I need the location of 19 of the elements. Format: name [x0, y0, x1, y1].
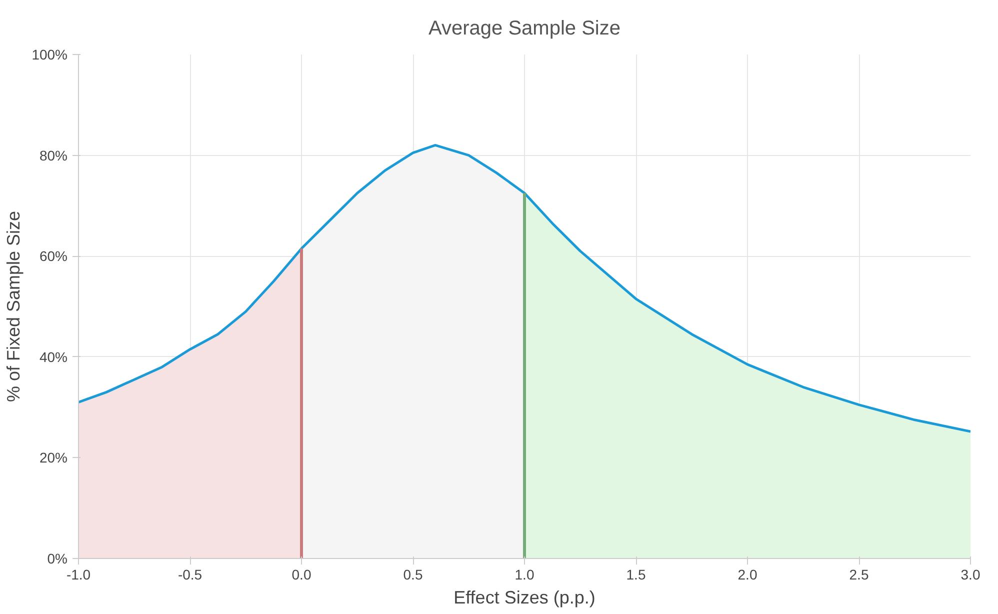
x-tick-label: -0.5 [178, 566, 202, 582]
y-tick-label: 60% [39, 248, 68, 264]
x-tick-label: 2.5 [849, 566, 869, 582]
y-tick-label: 80% [39, 147, 68, 164]
x-axis-title: Effect Sizes (p.p.) [454, 588, 596, 608]
y-tick-label: 0% [47, 550, 68, 566]
x-tick-label: -1.0 [66, 566, 91, 582]
chart-title: Average Sample Size [428, 18, 620, 40]
y-tick-label: 100% [32, 46, 68, 62]
y-axis-title: % of Fixed Sample Size [4, 210, 24, 402]
x-tick-label: 0.0 [292, 566, 312, 582]
x-tick-label: 1.0 [514, 566, 534, 582]
x-tick-label: 0.5 [403, 566, 423, 582]
y-tick-label: 40% [39, 348, 68, 365]
y-tick-label: 20% [39, 450, 68, 466]
x-tick-label: 3.0 [960, 566, 980, 582]
x-tick-label: 2.0 [738, 566, 758, 582]
x-tick-label: 1.5 [626, 566, 646, 582]
line-series [78, 144, 970, 433]
